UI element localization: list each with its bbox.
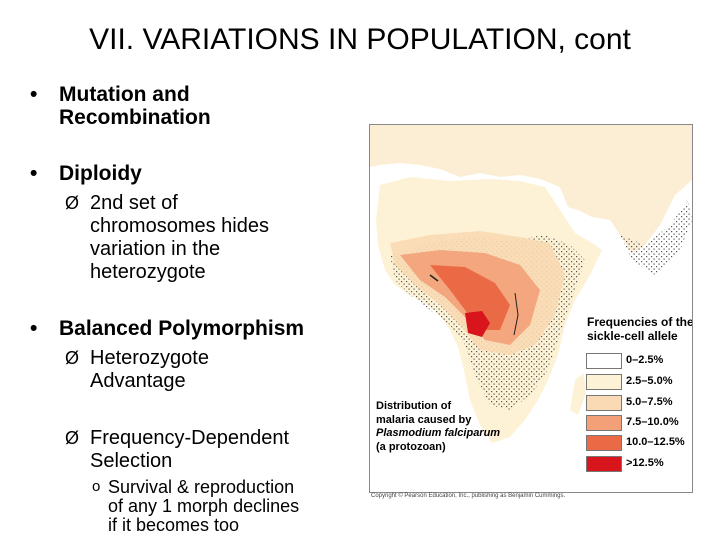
- legend-item: 5.0–7.5%: [586, 395, 686, 412]
- sub-sub-bullet-text: of any 1 morph declines: [108, 496, 300, 516]
- legend-swatch: [586, 415, 622, 431]
- legend-item: 2.5–5.0%: [586, 374, 686, 391]
- distribution-line: (a protozoan): [376, 440, 446, 453]
- legend-item: 0–2.5%: [586, 353, 686, 370]
- sickle-cell-map-figure: Frequencies of the sickle-cell allele 0–…: [369, 124, 693, 493]
- arrow-bullet-icon: Ø: [65, 348, 80, 368]
- legend-item: 10.0–12.5%: [586, 435, 686, 452]
- distribution-line: Plasmodium falciparum: [376, 427, 501, 439]
- copyright-notice: Copyright © Pearson Education, Inc., pub…: [371, 493, 566, 499]
- frequency-band-10-12: [430, 265, 510, 330]
- legend-swatch: [586, 456, 622, 472]
- arrow-bullet-icon: Ø: [65, 193, 80, 213]
- slide-title: VII. VARIATIONS IN POPULATION, cont: [89, 23, 631, 56]
- legend-title-line: sickle-cell allele: [587, 329, 678, 343]
- sub-bullet-text: Frequency-Dependent: [90, 427, 290, 449]
- river-line: [429, 274, 439, 282]
- madagascar: [570, 373, 586, 415]
- sub-bullet-text: Heterozygote: [90, 347, 209, 369]
- legend-label: >12.5%: [626, 457, 664, 469]
- legend-label: 2.5–5.0%: [626, 375, 673, 387]
- circle-bullet-icon: o: [92, 478, 101, 495]
- distribution-line: Distribution of: [376, 400, 452, 412]
- legend-label: 10.0–12.5%: [626, 436, 685, 448]
- arrow-bullet-icon: Ø: [65, 428, 80, 448]
- bullet-text: Diploidy: [59, 162, 142, 185]
- sub-bullet-text: Advantage: [90, 370, 186, 392]
- legend-title: Frequencies of the sickle-cell allele: [587, 315, 693, 343]
- bullet-marker: •: [30, 83, 38, 106]
- sub-bullet-text: Selection: [90, 450, 173, 472]
- river-line: [513, 292, 519, 336]
- legend-swatch: [586, 435, 622, 451]
- legend-label: 0–2.5%: [626, 354, 664, 366]
- distribution-line: malaria caused by: [376, 413, 472, 426]
- malaria-region-asia: [620, 200, 692, 275]
- sub-sub-bullet-text: if it becomes too: [108, 515, 240, 535]
- bullet-text: Balanced Polymorphism: [59, 317, 305, 340]
- africa-map: [370, 125, 692, 492]
- bullet-text: Mutation and: [59, 83, 190, 106]
- legend-label: 7.5–10.0%: [626, 416, 679, 428]
- bullet-marker: •: [30, 162, 38, 185]
- sub-bullet-text: variation in the: [90, 238, 221, 260]
- malaria-distribution-label: Distribution of malaria caused by Plasmo…: [376, 400, 500, 454]
- legend-swatch: [586, 353, 622, 369]
- legend-swatch: [586, 395, 622, 411]
- frequency-band-over-12: [465, 311, 490, 337]
- legend-title-line: Frequencies of the: [587, 315, 693, 329]
- bullet-marker: •: [30, 317, 38, 340]
- bullet-text: Recombination: [59, 106, 211, 129]
- sub-sub-bullet-text: Survival & reproduction: [108, 477, 295, 497]
- legend-item: >12.5%: [586, 456, 686, 473]
- eurasia-landmass: [370, 125, 692, 253]
- sub-bullet-text: heterozygote: [90, 261, 206, 283]
- legend-label: 5.0–7.5%: [626, 396, 673, 408]
- sub-bullet-text: chromosomes hides: [90, 215, 269, 237]
- legend-item: 7.5–10.0%: [586, 415, 686, 432]
- sub-bullet-text: 2nd set of: [90, 192, 178, 214]
- legend-swatch: [586, 374, 622, 390]
